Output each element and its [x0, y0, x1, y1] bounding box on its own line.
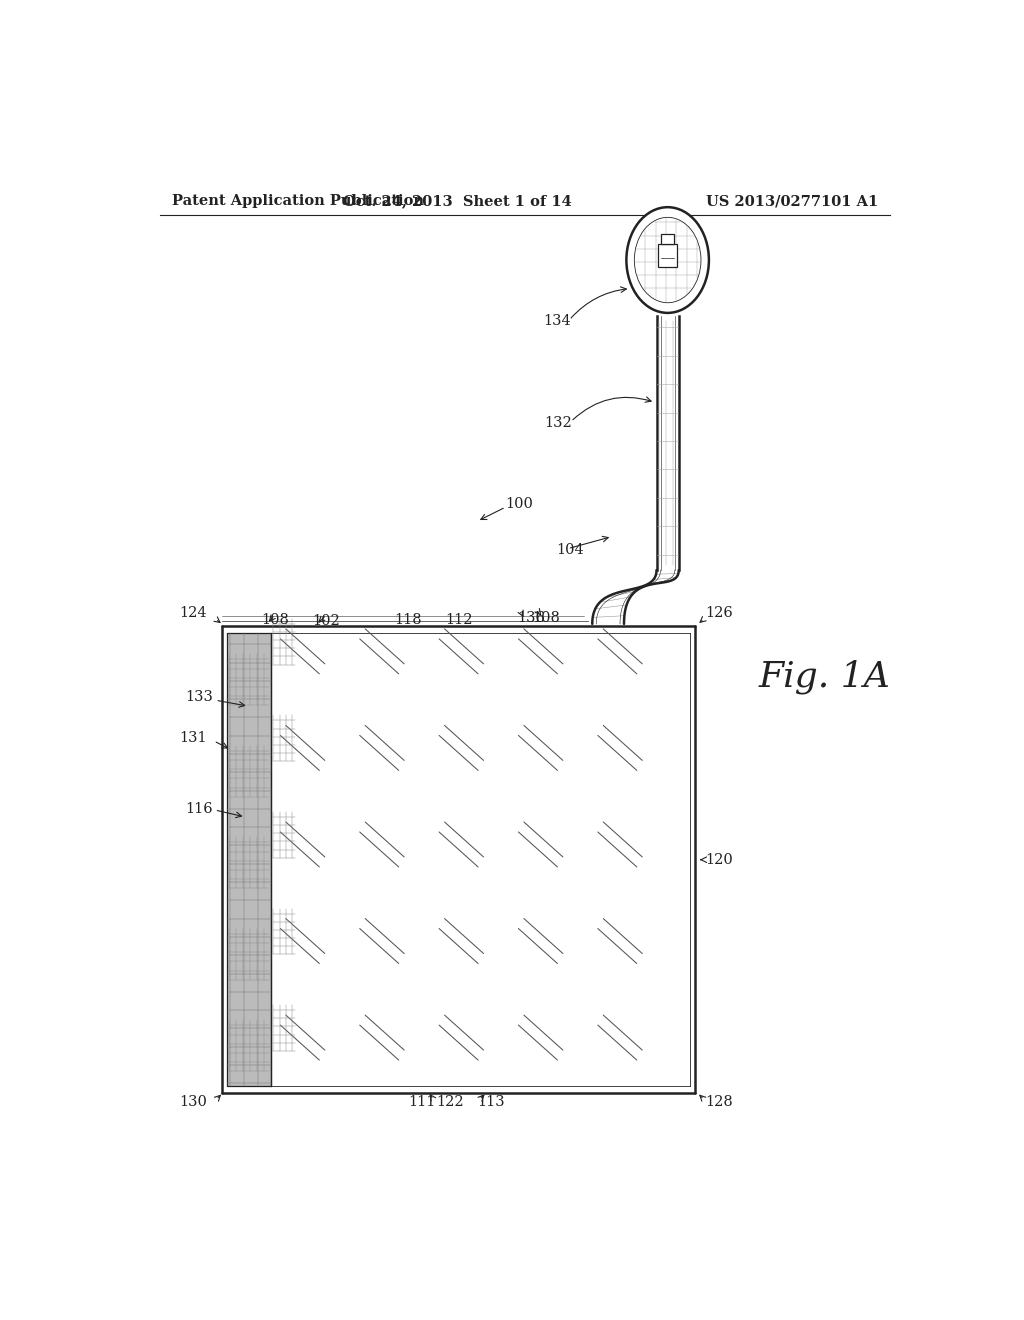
Text: 130: 130: [179, 1094, 207, 1109]
Circle shape: [627, 207, 709, 313]
Text: 120: 120: [706, 853, 733, 867]
Text: 102: 102: [312, 614, 340, 628]
Text: 112: 112: [445, 612, 473, 627]
Text: Fig. 1A: Fig. 1A: [759, 660, 891, 694]
Text: 104: 104: [557, 543, 585, 557]
Text: 100: 100: [505, 496, 532, 511]
Text: 128: 128: [706, 1094, 733, 1109]
Text: 116: 116: [185, 801, 213, 816]
Text: 134: 134: [543, 314, 570, 329]
Bar: [227, 634, 270, 1086]
Bar: [662, 234, 674, 244]
Text: 118: 118: [394, 612, 422, 627]
Text: 126: 126: [706, 606, 733, 619]
Text: 108: 108: [261, 612, 289, 627]
Text: Patent Application Publication: Patent Application Publication: [172, 194, 424, 209]
Text: 131: 131: [180, 731, 207, 744]
Text: 136: 136: [517, 611, 545, 624]
Text: 111: 111: [409, 1094, 436, 1109]
Text: 132: 132: [545, 416, 572, 430]
Text: 122: 122: [436, 1094, 464, 1109]
Text: 108: 108: [532, 611, 560, 624]
Text: 124: 124: [180, 606, 207, 619]
Text: Oct. 24, 2013  Sheet 1 of 14: Oct. 24, 2013 Sheet 1 of 14: [343, 194, 571, 209]
Bar: [658, 244, 677, 267]
Text: 133: 133: [185, 690, 213, 704]
Text: 113: 113: [477, 1094, 505, 1109]
Text: US 2013/0277101 A1: US 2013/0277101 A1: [706, 194, 878, 209]
Circle shape: [634, 218, 701, 302]
